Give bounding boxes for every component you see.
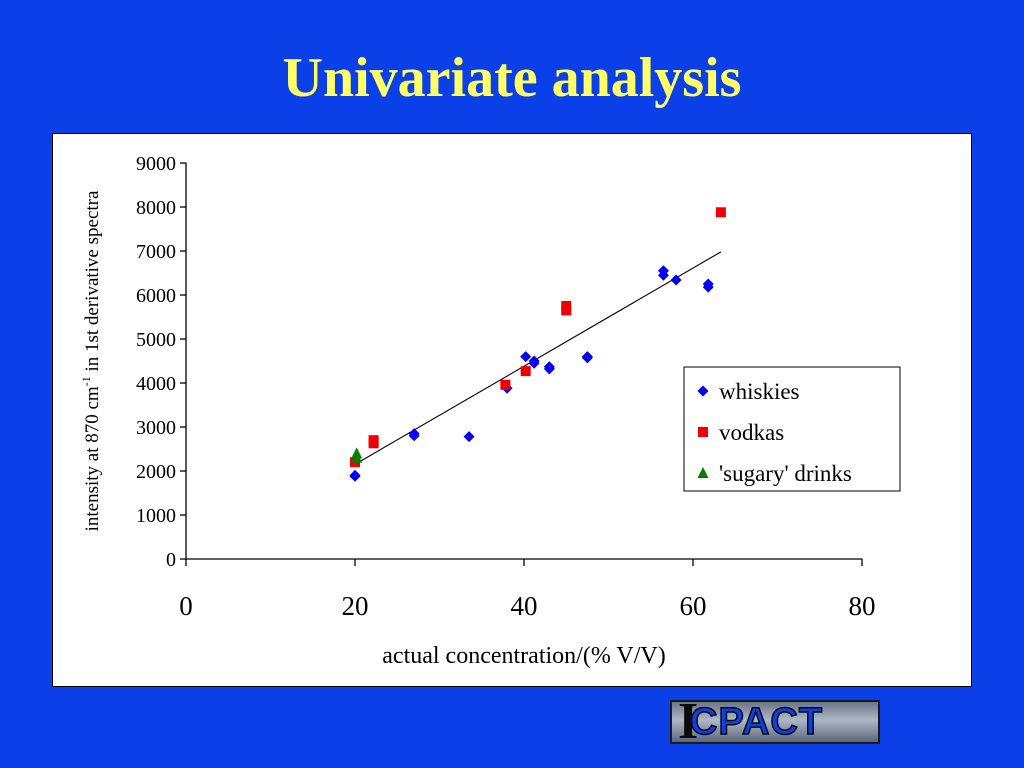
y-tick-label: 4000 bbox=[136, 373, 176, 395]
x-tick-label: 20 bbox=[342, 591, 369, 621]
logo-mark: I bbox=[678, 693, 699, 750]
trend-line bbox=[354, 251, 722, 465]
scatter-chart: 0 1000 2000 3000 4000 5000 6000 7000 8000 9000 0 20… bbox=[79, 153, 901, 669]
legend-marker-whiskies bbox=[697, 385, 709, 397]
y-tick-label: 7000 bbox=[136, 241, 176, 263]
whiskies-point bbox=[657, 269, 669, 281]
cpact-logo: I CPACT bbox=[670, 696, 880, 748]
y-axis-label-rest: in 1st derivative spectra bbox=[82, 190, 103, 376]
sugarydrinks-point bbox=[351, 451, 363, 463]
vodkas-point bbox=[368, 438, 379, 449]
y-tick-label: 0 bbox=[166, 549, 176, 571]
legend-label-sugarydrinks: 'sugary' drinks bbox=[719, 461, 852, 486]
vodkas-point bbox=[561, 305, 572, 316]
x-tick-label: 60 bbox=[680, 591, 707, 621]
whiskies-point bbox=[463, 431, 475, 443]
legend-box bbox=[683, 366, 901, 492]
y-tick-label: 1000 bbox=[136, 505, 176, 527]
whiskies-point bbox=[702, 281, 714, 293]
chart-panel: 0 1000 2000 3000 4000 5000 6000 7000 8000 9000 0 20… bbox=[52, 133, 972, 687]
whiskies-point bbox=[528, 357, 540, 369]
x-tick-label: 40 bbox=[511, 591, 538, 621]
slide-title: Univariate analysis bbox=[282, 47, 742, 109]
x-tick-label: 80 bbox=[849, 591, 876, 621]
y-axis-label: intensity at 870 cm-1 in 1st derivative … bbox=[79, 190, 103, 531]
x-axis-label: actual concentration/(% V/V) bbox=[382, 643, 665, 669]
y-tick-label: 2000 bbox=[136, 461, 176, 483]
y-axis-label-superscript: -1 bbox=[79, 376, 93, 386]
logo-text: CPACT bbox=[689, 700, 824, 744]
vodkas-point bbox=[520, 366, 531, 377]
y-tick-label: 8000 bbox=[136, 197, 176, 219]
y-tick-label: 5000 bbox=[136, 329, 176, 351]
vodkas-point bbox=[715, 207, 726, 218]
whiskies-point bbox=[670, 274, 682, 286]
y-axis-label-main: intensity at 870 cm bbox=[82, 386, 103, 531]
y-tick-label: 9000 bbox=[136, 153, 176, 175]
whiskies-point bbox=[581, 352, 593, 364]
vodkas-point bbox=[500, 379, 511, 390]
whiskies-point bbox=[543, 363, 555, 375]
whiskies-point bbox=[349, 470, 361, 482]
legend-marker-vodkas bbox=[698, 427, 708, 437]
whiskies-point bbox=[520, 351, 532, 363]
legend-label-vodkas: vodkas bbox=[719, 420, 784, 445]
y-tick-label: 3000 bbox=[136, 417, 176, 439]
legend-marker-sugarydrinks bbox=[697, 467, 709, 478]
whiskies-point bbox=[408, 430, 420, 442]
legend-label-whiskies: whiskies bbox=[719, 379, 800, 404]
y-tick-label: 6000 bbox=[136, 285, 176, 307]
x-tick-label: 0 bbox=[179, 591, 193, 621]
